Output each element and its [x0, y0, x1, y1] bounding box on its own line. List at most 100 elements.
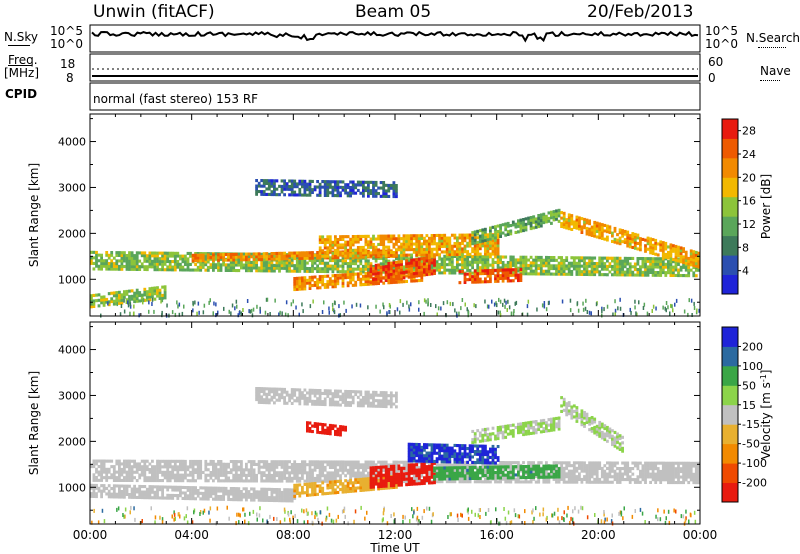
echo-cell [438, 244, 441, 248]
echo-cell [555, 212, 558, 216]
echo-cell [308, 269, 312, 273]
echo-cell [644, 246, 647, 250]
echo-cell [656, 469, 660, 473]
echo-cell [623, 467, 627, 471]
echo-cell [267, 261, 271, 265]
echo-cell [661, 265, 665, 269]
echo-cell [171, 473, 175, 477]
echo-cell [255, 192, 258, 196]
echo-cell [295, 254, 299, 258]
echo-cell [585, 229, 589, 233]
echo-cell [618, 469, 622, 473]
echo-cell [527, 216, 530, 220]
echo-cell [237, 269, 241, 273]
echo-cell [346, 243, 350, 247]
echo-cell [674, 247, 678, 251]
echo-cell [616, 267, 619, 271]
echo-cell [318, 235, 322, 239]
noise-cell [504, 304, 506, 309]
echo-cell [639, 273, 642, 277]
echo-cell [445, 247, 449, 251]
echo-cell [362, 180, 365, 184]
echo-cell [524, 272, 528, 276]
echo-cell [628, 239, 632, 243]
echo-cell [430, 258, 434, 262]
echo-cell [484, 230, 487, 234]
echo-cell [209, 473, 213, 477]
echo-cell [491, 263, 495, 267]
noise-cell [399, 310, 401, 315]
echo-cell [428, 250, 431, 254]
echo-cell [219, 263, 223, 267]
echo-cell [125, 289, 129, 293]
echo-cell [293, 476, 297, 480]
echo-cell [608, 475, 612, 479]
echo-cell [649, 270, 652, 274]
echo-cell [415, 269, 419, 273]
echo-cell [323, 476, 327, 480]
echo-cell [321, 185, 325, 189]
echo-cell [575, 272, 579, 276]
echo-cell [433, 269, 436, 273]
noise-cell [192, 308, 194, 313]
echo-cell [250, 255, 253, 259]
echo-cell [623, 240, 627, 244]
echo-cell [600, 228, 604, 232]
echo-cell [425, 253, 429, 257]
echo-cell [255, 258, 258, 262]
echo-cell [181, 254, 185, 258]
echo-cell [173, 468, 177, 472]
echo-cell [321, 261, 325, 265]
echo-cell [453, 254, 457, 258]
noise-cell [198, 310, 200, 315]
echo-cell [262, 179, 266, 183]
echo-cell [641, 270, 645, 274]
echo-cell [306, 474, 309, 478]
echo-cell [351, 259, 355, 263]
echo-cell [301, 179, 304, 183]
noise-cell [454, 308, 456, 313]
echo-cell [288, 471, 291, 475]
echo-cell [644, 268, 647, 272]
echo-cell [191, 253, 195, 257]
echo-cell [407, 234, 411, 238]
echo-cell [565, 480, 569, 484]
echo-cell [445, 268, 449, 272]
echo-cell [339, 235, 342, 239]
echo-cell [661, 254, 665, 258]
echo-cell [588, 219, 591, 223]
echo-cell [489, 255, 492, 259]
echo-cell [395, 195, 398, 199]
echo-cell [570, 477, 574, 481]
echo-cell [262, 460, 266, 464]
echo-cell [578, 472, 581, 476]
echo-cell [313, 463, 317, 467]
echo-cell [425, 242, 429, 246]
echo-cell [290, 185, 294, 189]
echo-cell [120, 298, 124, 302]
echo-cell [143, 465, 147, 469]
echo-cell [336, 191, 340, 195]
noise-cell [499, 310, 501, 315]
echo-cell [412, 261, 416, 265]
echo-cell [313, 267, 317, 271]
echo-cell [356, 246, 360, 250]
echo-cell [181, 260, 185, 264]
echo-cell [443, 268, 447, 272]
echo-cell [402, 268, 406, 272]
echo-cell [466, 268, 469, 272]
noise-cell [512, 311, 515, 316]
echo-cell [372, 256, 375, 260]
echo-cell [247, 263, 251, 267]
echo-cell [639, 270, 642, 274]
echo-cell [245, 476, 248, 480]
echo-cell [186, 251, 190, 255]
echo-cell [204, 476, 208, 480]
noise-cell [396, 307, 399, 312]
echo-cell [445, 263, 449, 267]
echo-cell [565, 466, 569, 470]
echo-cell [356, 240, 360, 244]
echo-cell [496, 230, 500, 234]
echo-cell [491, 225, 495, 229]
echo-cell [529, 477, 533, 481]
